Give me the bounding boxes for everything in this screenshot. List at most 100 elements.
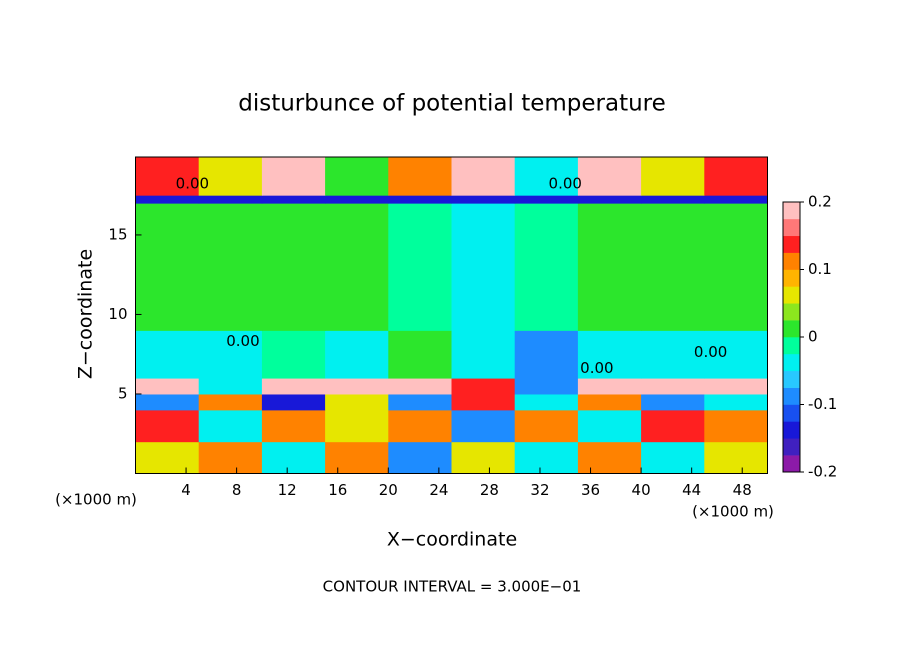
cell (577, 157, 642, 196)
cell (451, 157, 516, 196)
cell (325, 378, 389, 395)
cell (451, 195, 516, 204)
cell (577, 393, 642, 411)
cell (641, 203, 705, 331)
cell (577, 409, 642, 443)
cell (451, 330, 516, 379)
cell (641, 378, 705, 395)
cell (641, 441, 705, 474)
colorbar-swatch (783, 353, 800, 372)
colorbar-swatch (783, 235, 800, 253)
colorbar-swatch (783, 252, 800, 270)
cell (514, 441, 579, 474)
cell (198, 378, 263, 395)
colorbar-swatch (783, 387, 800, 405)
plot-frame (135, 156, 768, 474)
cell (451, 393, 516, 411)
colorbar-swatch (783, 421, 800, 439)
contour-label: 0.00 (580, 359, 613, 377)
cell (577, 203, 642, 331)
contour-label: 0.00 (549, 175, 582, 193)
cell (388, 378, 452, 395)
cell (388, 441, 452, 474)
x-unit-label: (×1000 m) (692, 503, 774, 521)
cell (514, 203, 579, 331)
cell (641, 195, 705, 204)
cell (261, 157, 326, 196)
cell (325, 330, 389, 379)
cell (135, 203, 200, 331)
colorbar-swatch (783, 303, 800, 321)
cell (261, 393, 326, 411)
cell (388, 393, 452, 411)
colorbar-swatch (783, 404, 800, 422)
cell (325, 195, 389, 204)
cell (641, 393, 705, 411)
cell (198, 203, 263, 331)
cell (261, 441, 326, 474)
colorbar-swatch (783, 370, 800, 388)
cell (514, 330, 579, 379)
cell (641, 409, 705, 443)
colorbar-tick-label: 0.1 (808, 260, 832, 278)
colorbar-tick-label: 0.2 (808, 193, 832, 211)
colorbar-swatch (783, 269, 800, 287)
cell (451, 378, 516, 395)
cell (704, 378, 768, 395)
x-tick-label: 20 (379, 481, 398, 499)
colorbar-swatch (783, 320, 800, 338)
cell (514, 195, 579, 204)
y-axis-label: Z−coordinate (75, 249, 97, 379)
cell (261, 378, 326, 395)
cell (388, 195, 452, 204)
cell (577, 330, 642, 379)
colorbar-swatch (783, 286, 800, 304)
cell (198, 330, 263, 379)
contour-label: 0.00 (694, 343, 727, 361)
y-tick-label: 15 (108, 225, 127, 243)
x-tick-label: 28 (480, 481, 499, 499)
cell (135, 195, 200, 204)
cell (325, 157, 389, 196)
cell (198, 393, 263, 411)
cell (388, 157, 452, 196)
cell (261, 203, 326, 331)
cell (577, 195, 642, 204)
cell (388, 330, 452, 379)
x-tick-label: 12 (278, 481, 297, 499)
cell (577, 378, 642, 395)
x-tick-label: 24 (429, 481, 448, 499)
cell (514, 157, 579, 196)
field (135, 157, 768, 474)
colorbar-swatch (783, 218, 800, 237)
cell (514, 409, 579, 443)
cell (388, 409, 452, 443)
footnote: CONTOUR INTERVAL = 3.000E−01 (323, 578, 582, 596)
cell (198, 409, 263, 443)
cell (641, 157, 705, 196)
cell (451, 441, 516, 474)
contour-label: 0.00 (226, 332, 259, 350)
colorbar-swatch (783, 202, 800, 220)
colorbar-swatch (783, 438, 800, 456)
cell (135, 409, 200, 443)
cell (325, 441, 389, 474)
x-tick-label: 44 (682, 481, 701, 499)
x-tick-label: 36 (581, 481, 600, 499)
cell (261, 409, 326, 443)
cell (451, 203, 516, 331)
cell (135, 393, 200, 411)
cell (514, 378, 579, 395)
chart-title: disturbunce of potential temperature (238, 91, 666, 117)
cell (135, 378, 200, 395)
x-axis-label: X−coordinate (387, 529, 517, 551)
cell (577, 441, 642, 474)
x-tick-label: 40 (632, 481, 651, 499)
x-tick-label: 48 (733, 481, 752, 499)
cell (325, 393, 389, 411)
cell (641, 330, 705, 379)
cell (198, 195, 263, 204)
x-tick-label: 4 (181, 481, 191, 499)
y-tick-label: 5 (118, 384, 128, 402)
